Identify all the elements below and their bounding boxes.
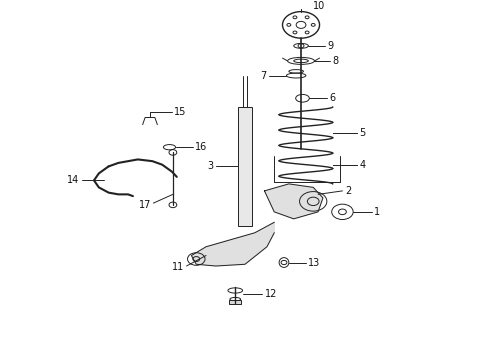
Text: 9: 9 xyxy=(328,41,334,51)
Text: 12: 12 xyxy=(265,289,277,299)
Text: 3: 3 xyxy=(207,161,213,171)
Text: 15: 15 xyxy=(174,107,187,117)
Text: 13: 13 xyxy=(308,257,320,267)
Text: 10: 10 xyxy=(313,1,325,11)
Bar xyxy=(238,107,252,226)
Text: 11: 11 xyxy=(172,262,184,272)
Text: 16: 16 xyxy=(196,142,208,152)
Text: 1: 1 xyxy=(374,207,380,217)
Bar xyxy=(229,300,241,304)
Text: 7: 7 xyxy=(261,71,267,81)
Text: 2: 2 xyxy=(345,186,351,196)
Text: 17: 17 xyxy=(139,200,151,210)
Text: 8: 8 xyxy=(333,56,339,66)
Text: 5: 5 xyxy=(360,128,366,138)
Text: 14: 14 xyxy=(67,175,79,185)
Text: 6: 6 xyxy=(329,93,336,103)
Polygon shape xyxy=(192,222,274,266)
Text: 4: 4 xyxy=(360,160,366,170)
Polygon shape xyxy=(265,184,323,219)
